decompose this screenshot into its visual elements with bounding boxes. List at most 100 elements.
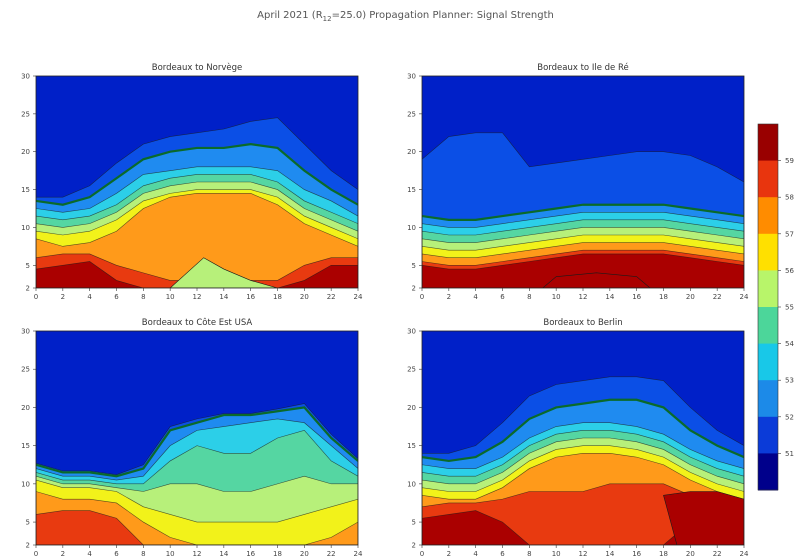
x-tick-label: 14 — [605, 293, 614, 301]
x-tick-label: 2 — [447, 293, 451, 301]
colorbar-tick-label: 59 — [785, 157, 794, 165]
y-tick-label: 25 — [407, 110, 416, 118]
x-tick-label: 0 — [34, 550, 38, 558]
y-tick-label: 2 — [412, 542, 416, 550]
y-tick-label: 15 — [21, 442, 30, 450]
y-tick-label: 10 — [407, 224, 416, 232]
reference-contour-line — [422, 203, 744, 221]
x-tick-label: 24 — [740, 550, 749, 558]
x-tick-label: 24 — [354, 293, 363, 301]
x-tick-label: 24 — [354, 550, 363, 558]
x-tick-label: 6 — [500, 293, 505, 301]
colorbar-tick-label: 54 — [785, 340, 794, 348]
colorbar-tick-label: 56 — [785, 267, 794, 275]
colorbar-segment — [758, 233, 778, 271]
colorbar-tick-label: 57 — [785, 230, 794, 238]
y-tick-label: 5 — [412, 262, 416, 270]
y-tick-label: 20 — [21, 148, 30, 156]
plot-area — [422, 331, 744, 545]
reference-contour-line — [422, 398, 744, 463]
x-tick-label: 12 — [193, 293, 202, 301]
y-tick-label: 20 — [21, 404, 30, 412]
x-tick-label: 6 — [500, 550, 505, 558]
x-tick-label: 0 — [34, 293, 38, 301]
x-tick-label: 22 — [713, 293, 722, 301]
panel-title: Bordeaux to Berlin — [543, 318, 622, 328]
colorbar: 59 58 57 56 55 54 53 52 51 — [757, 123, 794, 491]
y-tick-label: 20 — [407, 404, 416, 412]
figure-title-main: April 2021 (R — [257, 10, 323, 21]
plot-area — [36, 331, 358, 545]
y-tick-label: 2 — [412, 285, 416, 293]
x-tick-label: 16 — [632, 293, 641, 301]
colorbar-segment — [758, 307, 778, 345]
figure-title: April 2021 (R12=25.0) Propagation Planne… — [0, 10, 811, 23]
colorbar-tick-label: 55 — [785, 304, 794, 312]
x-tick-label: 22 — [327, 293, 336, 301]
colorbar-segment — [758, 160, 778, 198]
x-tick-label: 6 — [114, 550, 119, 558]
x-tick-label: 18 — [659, 293, 668, 301]
y-tick-label: 30 — [21, 328, 30, 336]
colorbar-tick-label: 51 — [785, 450, 794, 458]
x-tick-label: 12 — [579, 550, 588, 558]
y-tick-label: 5 — [412, 519, 416, 527]
panel-title: Bordeaux to Ile de Ré — [537, 62, 628, 73]
x-tick-label: 18 — [273, 550, 282, 558]
colorbar-segment — [758, 270, 778, 308]
x-tick-label: 16 — [632, 550, 641, 558]
x-tick-label: 24 — [740, 293, 749, 301]
x-tick-label: 16 — [246, 550, 255, 558]
y-tick-label: 30 — [21, 73, 30, 81]
y-tick-label: 30 — [407, 73, 416, 81]
y-tick-label: 20 — [407, 148, 416, 156]
colorbar-tick-label: 52 — [785, 413, 794, 421]
x-tick-label: 12 — [193, 550, 202, 558]
figure-title-subscript: 12 — [322, 15, 332, 23]
x-tick-label: 18 — [273, 293, 282, 301]
x-tick-label: 0 — [420, 293, 424, 301]
x-tick-label: 4 — [473, 293, 478, 301]
x-tick-label: 4 — [87, 550, 92, 558]
x-tick-label: 10 — [166, 293, 175, 301]
x-tick-label: 14 — [605, 550, 614, 558]
x-tick-label: 12 — [579, 293, 588, 301]
contour-band-0 — [422, 253, 744, 288]
x-tick-label: 8 — [527, 293, 531, 301]
colorbar-segment — [758, 197, 778, 235]
x-tick-label: 20 — [300, 293, 309, 301]
contour-band-0 — [36, 261, 358, 288]
x-tick-label: 10 — [166, 550, 175, 558]
reference-contour-line — [36, 143, 358, 206]
x-tick-label: 2 — [447, 550, 451, 558]
reference-contour-line — [36, 406, 358, 478]
x-tick-label: 16 — [246, 293, 255, 301]
x-tick-label: 6 — [114, 293, 119, 301]
y-tick-label: 10 — [21, 224, 30, 232]
contour-island-0 — [542, 272, 651, 288]
panel-title: Bordeaux to Norvège — [152, 62, 243, 73]
contour-band-2 — [36, 193, 358, 288]
y-tick-label: 25 — [407, 366, 416, 374]
y-tick-label: 10 — [21, 480, 30, 488]
colorbar-tick-label: 58 — [785, 194, 794, 202]
colorbar-tick-label: 53 — [785, 377, 794, 385]
y-tick-label: 2 — [26, 542, 30, 550]
y-tick-label: 15 — [407, 186, 416, 194]
plot-area — [422, 76, 744, 288]
x-tick-label: 4 — [87, 293, 92, 301]
x-tick-label: 20 — [686, 293, 695, 301]
y-tick-label: 5 — [26, 262, 30, 270]
panel-title: Bordeaux to Côte Est USA — [142, 317, 253, 328]
x-tick-label: 10 — [552, 550, 561, 558]
colorbar-segment — [758, 416, 778, 454]
x-tick-label: 20 — [300, 550, 309, 558]
y-tick-label: 25 — [21, 366, 30, 374]
colorbar-segment — [758, 453, 778, 491]
x-tick-label: 18 — [659, 550, 668, 558]
y-tick-label: 10 — [407, 480, 416, 488]
contour-band-1 — [36, 510, 358, 545]
colorbar-segment — [758, 124, 778, 162]
